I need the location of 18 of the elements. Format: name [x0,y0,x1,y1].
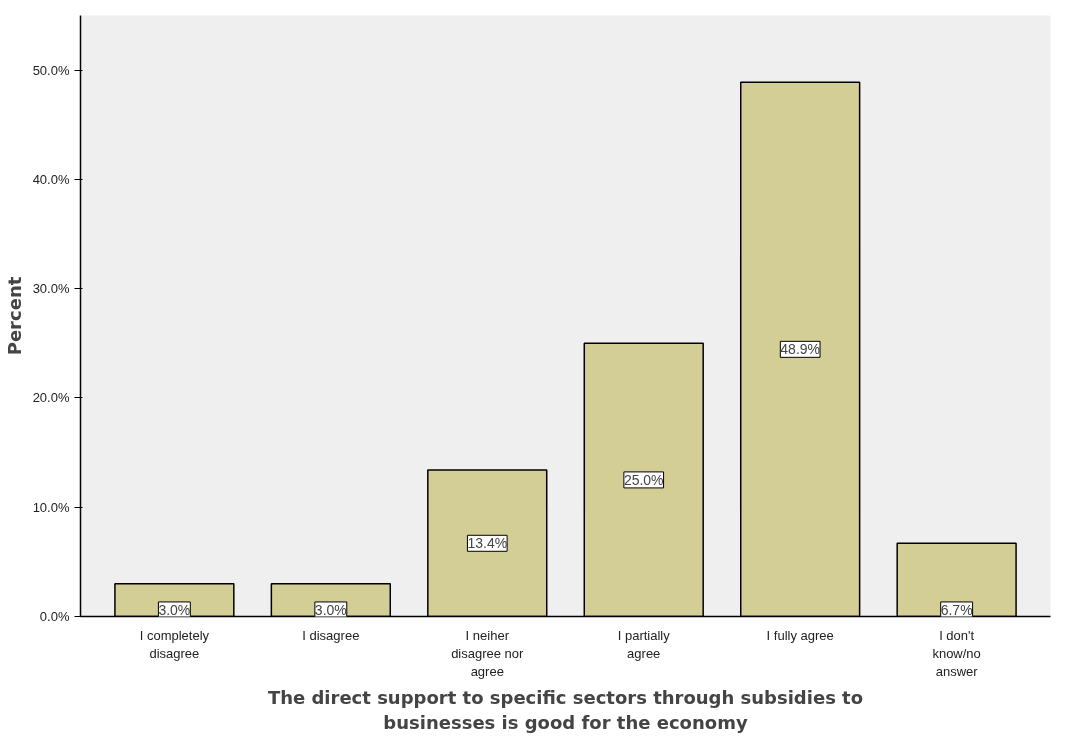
x-tick-label: I don't know/no answer [932,627,981,679]
data-label: 3.0% [158,601,191,618]
x-tick-label: I completely disagree [139,627,210,661]
y-tick-label: 0.0% [39,609,70,624]
x-tick-label: I disagree [302,627,360,643]
data-label: 25.0% [623,471,664,488]
data-label: 13.4% [467,535,508,552]
y-tick-label: 30.0% [32,281,70,297]
x-tick-label: I partially agree [617,627,671,661]
x-tick-label: I neiher disagree nor agree [451,627,525,679]
y-tick-label: 50.0% [32,62,70,78]
y-axis-title: Percent [3,276,25,356]
y-tick-label: 20.0% [32,390,70,406]
x-axis-title: The direct support to specific sectors through subsidies to businesses is good for the economy [267,686,864,733]
x-tick-label: I fully agree [766,627,834,643]
y-tick-label: 40.0% [32,171,70,187]
data-label: 3.0% [314,601,347,618]
y-tick-label: 10.0% [32,499,70,515]
